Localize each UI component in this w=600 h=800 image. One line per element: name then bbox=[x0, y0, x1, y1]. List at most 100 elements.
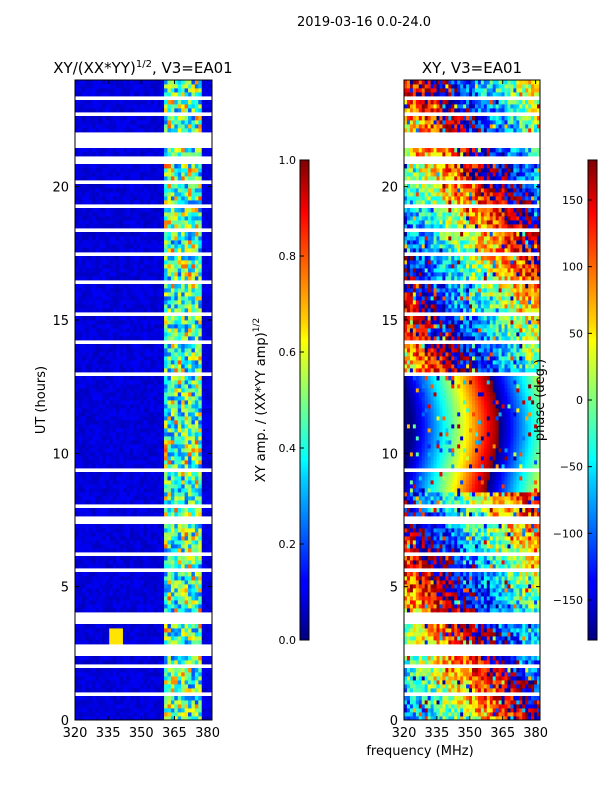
amp-cell bbox=[153, 548, 158, 553]
amp-cell bbox=[119, 288, 124, 293]
amp-cell bbox=[140, 416, 144, 421]
amp-cell bbox=[129, 604, 134, 609]
amp-cell bbox=[177, 508, 182, 513]
amp-cell bbox=[129, 564, 134, 569]
amp-cell bbox=[181, 276, 185, 281]
amp-cell bbox=[188, 456, 192, 461]
amp-cell bbox=[174, 716, 179, 721]
amp-cell bbox=[122, 304, 127, 309]
amp-cell bbox=[126, 320, 131, 325]
amp-cell bbox=[143, 700, 148, 705]
amp-cell bbox=[133, 476, 138, 481]
amp-cell bbox=[146, 304, 151, 309]
amp-cell bbox=[160, 196, 165, 201]
amp-cell bbox=[81, 488, 86, 493]
amp-cell bbox=[119, 452, 124, 457]
amp-cell bbox=[122, 376, 127, 381]
amp-cell bbox=[136, 484, 141, 489]
amp-cell bbox=[177, 104, 182, 109]
amp-cell bbox=[201, 712, 206, 717]
amp-cell bbox=[85, 444, 90, 449]
amp-cell bbox=[75, 672, 79, 677]
amp-cell bbox=[198, 632, 203, 637]
amp-cell bbox=[126, 284, 131, 289]
amp-cell bbox=[75, 524, 79, 529]
amp-cell bbox=[184, 624, 189, 629]
amp-cell bbox=[95, 332, 100, 337]
amp-cell bbox=[75, 560, 79, 565]
amp-cell bbox=[119, 680, 124, 685]
amp-cell bbox=[194, 564, 199, 569]
amp-cell bbox=[153, 396, 158, 401]
amp-cell bbox=[105, 240, 110, 245]
amp-cell bbox=[167, 704, 172, 709]
amp-cell bbox=[109, 448, 114, 453]
amp-cell bbox=[143, 276, 148, 281]
amp-cell bbox=[95, 400, 100, 405]
amp-cell bbox=[116, 676, 120, 681]
amp-cell bbox=[188, 496, 192, 501]
amp-cell bbox=[184, 432, 189, 437]
amp-cell bbox=[143, 344, 148, 349]
amp-cell bbox=[191, 588, 196, 593]
amp-cell bbox=[122, 264, 127, 269]
amp-cell bbox=[170, 268, 175, 273]
amp-cell bbox=[201, 716, 206, 721]
amp-cell bbox=[201, 672, 206, 677]
amp-cell bbox=[116, 116, 120, 121]
amp-cell bbox=[198, 276, 203, 281]
amp-cell bbox=[181, 420, 185, 425]
amp-cell bbox=[174, 256, 179, 261]
amp-cell bbox=[122, 388, 127, 393]
amp-cell bbox=[170, 428, 175, 433]
amp-cell bbox=[98, 384, 103, 389]
amp-cell bbox=[102, 460, 107, 465]
amp-cell bbox=[88, 336, 93, 341]
amp-cell bbox=[205, 684, 209, 689]
amp-cell bbox=[78, 400, 83, 405]
amp-cell bbox=[198, 456, 203, 461]
amp-cell bbox=[181, 572, 185, 577]
amp-cell bbox=[126, 364, 131, 369]
amp-cell bbox=[167, 596, 172, 601]
amp-cell bbox=[164, 472, 168, 477]
amp-cell bbox=[136, 300, 141, 305]
amp-cell bbox=[194, 532, 199, 537]
amp-cell bbox=[146, 396, 151, 401]
amp-cell bbox=[205, 528, 209, 533]
amp-cell bbox=[188, 524, 192, 529]
amp-cell bbox=[136, 512, 141, 517]
amp-cell bbox=[81, 348, 86, 353]
amp-cell bbox=[184, 456, 189, 461]
amp-cell bbox=[181, 328, 185, 333]
amp-cell bbox=[85, 168, 90, 173]
amp-cell bbox=[143, 560, 148, 565]
amp-cell bbox=[143, 356, 148, 361]
amp-cell bbox=[205, 164, 209, 169]
amp-cell bbox=[85, 524, 90, 529]
amp-cell bbox=[164, 444, 168, 449]
amp-cell bbox=[88, 676, 93, 681]
amp-cell bbox=[164, 212, 168, 217]
amp-cell bbox=[143, 688, 148, 693]
amp-cell bbox=[146, 476, 151, 481]
amp-cell bbox=[116, 712, 120, 717]
amp-cell bbox=[160, 532, 165, 537]
amp-cell bbox=[205, 716, 209, 721]
amp-cell bbox=[140, 412, 144, 417]
amp-cell bbox=[136, 288, 141, 293]
amp-cell bbox=[194, 488, 199, 493]
amp-cell bbox=[112, 356, 117, 361]
amp-cell bbox=[78, 588, 83, 593]
amp-cell bbox=[129, 668, 134, 673]
amp-cell bbox=[146, 416, 151, 421]
amp-cell bbox=[191, 676, 196, 681]
amp-cell bbox=[112, 444, 117, 449]
amp-cell bbox=[150, 184, 155, 189]
amp-cell bbox=[157, 412, 162, 417]
amp-cell bbox=[181, 376, 185, 381]
amp-cell bbox=[170, 224, 175, 229]
amp-cell bbox=[201, 336, 206, 341]
amp-cell bbox=[102, 124, 107, 129]
amp-cell bbox=[194, 344, 199, 349]
